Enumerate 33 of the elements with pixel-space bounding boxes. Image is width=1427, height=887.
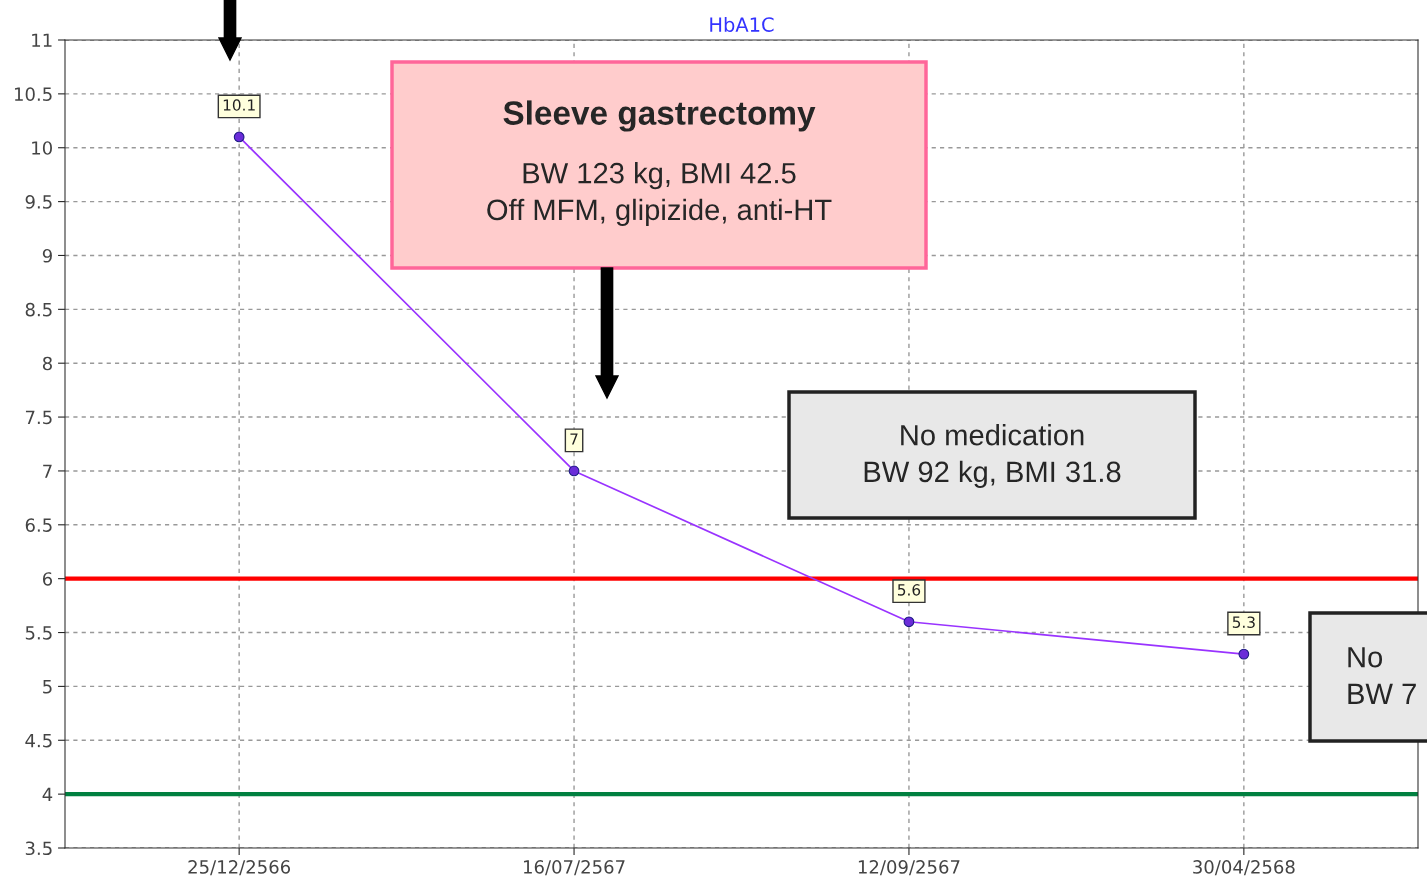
- data-label: 10.1: [223, 99, 255, 111]
- point: [568, 465, 580, 477]
- y-tick-label: 4: [42, 787, 53, 801]
- point: [1238, 648, 1250, 660]
- y-tick-label: 8: [42, 356, 52, 371]
- y-tick-label: 10: [32, 141, 52, 155]
- data-label: 7: [570, 433, 578, 445]
- x-tick-label: 25/12/2566: [188, 860, 291, 876]
- y-tick-label: 5: [43, 680, 52, 694]
- annotation: No BW 7: [1348, 647, 1416, 704]
- y-tick-label: 11: [32, 33, 52, 47]
- data-label: 5.3: [1232, 616, 1255, 628]
- y-tick-label: 6.5: [25, 518, 52, 532]
- annotation: No medication BW 92 kg, BMI 31.8: [864, 424, 1121, 488]
- y-tick-label: 7: [43, 464, 52, 478]
- y-tick-label: 6: [42, 572, 53, 586]
- point: [903, 616, 915, 628]
- chart-title: HbA1C: [710, 16, 774, 32]
- y-tick-label: 9.5: [25, 195, 52, 209]
- y-tick-label: 4.5: [25, 733, 52, 748]
- y-tick-label: 7.5: [25, 410, 52, 425]
- y-tick-label: 3.5: [25, 841, 52, 856]
- y-tick-label: 9: [42, 248, 52, 263]
- x-tick-label: 12/09/2567: [858, 860, 960, 876]
- annotation: BW 123 kg, BMI 42.5 Off MFM, glipizide, anti-HT: [487, 162, 832, 226]
- y-tick-label: 5.5: [25, 626, 52, 640]
- y-tick-label: 8.5: [25, 302, 52, 317]
- x-tick-label: 30/04/2568: [1193, 860, 1295, 876]
- point: [233, 131, 245, 143]
- annotation: Sleeve gastrectomy: [503, 100, 816, 132]
- x-tick-label: 16/07/2567: [524, 860, 625, 876]
- data-label: 5.6: [897, 584, 921, 596]
- y-tick-label: 10.5: [14, 87, 52, 101]
